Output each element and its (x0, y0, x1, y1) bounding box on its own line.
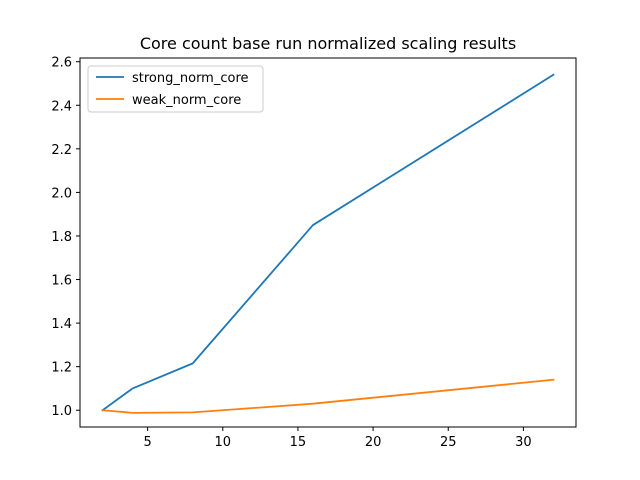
chart-title: Core count base run normalized scaling r… (140, 34, 516, 53)
y-tick-label: 1.4 (51, 317, 72, 332)
x-tick-label: 20 (365, 435, 382, 450)
x-tick-label: 25 (440, 435, 457, 450)
y-tick-label: 2.0 (51, 186, 72, 201)
y-tick-label: 2.4 (51, 99, 72, 114)
y-tick-label: 2.2 (51, 143, 72, 158)
legend-label: weak_norm_core (132, 93, 241, 108)
legend-box (87, 65, 264, 113)
x-tick-label: 10 (215, 435, 232, 450)
y-tick-label: 1.6 (51, 274, 72, 289)
plot-area (101, 73, 555, 414)
y-tick-label: 2.6 (51, 56, 72, 71)
x-tick-label: 30 (515, 435, 532, 450)
plot-frame (79, 57, 577, 428)
y-tick-label: 1.0 (51, 404, 72, 419)
legend-label: strong_norm_core (132, 71, 249, 86)
series-line-strong-norm-core (101, 73, 555, 412)
x-tick-label: 15 (290, 435, 307, 450)
x-tick-label: 5 (143, 435, 151, 450)
series-line-weak-norm-core (101, 378, 555, 414)
legend: strong_norm_core weak_norm_core (87, 65, 264, 113)
y-tick-label: 1.2 (51, 361, 72, 376)
y-tick-label: 1.8 (51, 230, 72, 245)
